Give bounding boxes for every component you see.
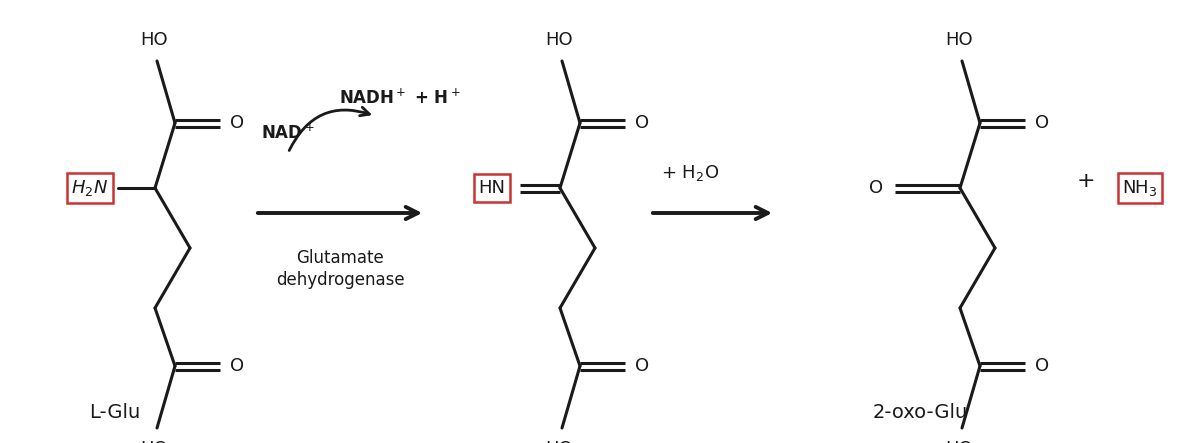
Text: dehydrogenase: dehydrogenase [276, 271, 404, 289]
Text: HO: HO [946, 440, 973, 443]
Text: + H$_2$O: + H$_2$O [661, 163, 719, 183]
Text: HO: HO [140, 31, 168, 49]
Text: +: + [1076, 171, 1096, 191]
Text: O: O [230, 114, 244, 132]
Text: O: O [635, 357, 649, 375]
Text: HO: HO [545, 31, 572, 49]
Text: O: O [869, 179, 883, 197]
Text: HO: HO [946, 31, 973, 49]
Text: HN: HN [479, 179, 505, 197]
Text: NAD$^+$: NAD$^+$ [262, 123, 314, 143]
Text: HO: HO [140, 440, 168, 443]
Text: L-Glu: L-Glu [89, 404, 140, 423]
Text: $H_2N$: $H_2N$ [72, 178, 108, 198]
Text: O: O [635, 114, 649, 132]
Text: NH$_3$: NH$_3$ [1122, 178, 1158, 198]
Text: HO: HO [545, 440, 572, 443]
Text: 2-oxo-Glu: 2-oxo-Glu [872, 404, 967, 423]
FancyArrowPatch shape [289, 107, 370, 151]
Text: NADH$^+$ + H$^+$: NADH$^+$ + H$^+$ [340, 88, 461, 108]
Text: O: O [1034, 114, 1049, 132]
Text: O: O [1034, 357, 1049, 375]
Text: O: O [230, 357, 244, 375]
Text: Glutamate: Glutamate [296, 249, 384, 267]
